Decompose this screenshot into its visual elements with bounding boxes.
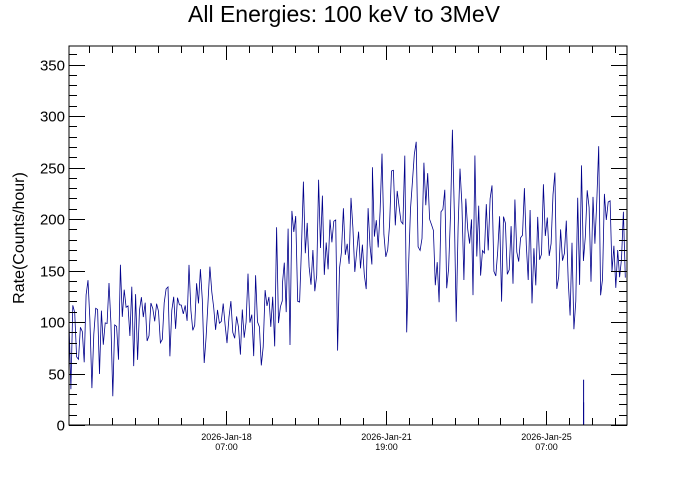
y-tick-label: 150 (40, 264, 65, 281)
x-tick-date-label: 2026-Jan-18 (201, 432, 252, 442)
series-line-0 (68, 129, 626, 397)
chart-title: All Energies: 100 keV to 3MeV (188, 1, 501, 27)
y-tick-label: 0 (57, 418, 65, 435)
x-tick-date-label: 2026-Jan-25 (521, 432, 572, 442)
y-tick-label: 200 (40, 212, 65, 229)
y-tick-label: 100 (40, 315, 65, 332)
x-tick-time-label: 19:00 (375, 442, 398, 452)
plot-area (68, 129, 626, 425)
axes: 0501001502002503003502026-Jan-1807:00202… (40, 45, 628, 452)
x-tick-time-label: 07:00 (215, 442, 238, 452)
y-tick-label: 50 (48, 367, 65, 384)
plot-frame (68, 45, 628, 426)
y-tick-label: 300 (40, 109, 65, 126)
x-tick-date-label: 2026-Jan-21 (361, 432, 412, 442)
y-axis-label: Rate(Counts/hour) (11, 172, 28, 304)
y-tick-label: 350 (40, 58, 65, 75)
y-tick-label: 250 (40, 161, 65, 178)
x-tick-time-label: 07:00 (535, 442, 558, 452)
